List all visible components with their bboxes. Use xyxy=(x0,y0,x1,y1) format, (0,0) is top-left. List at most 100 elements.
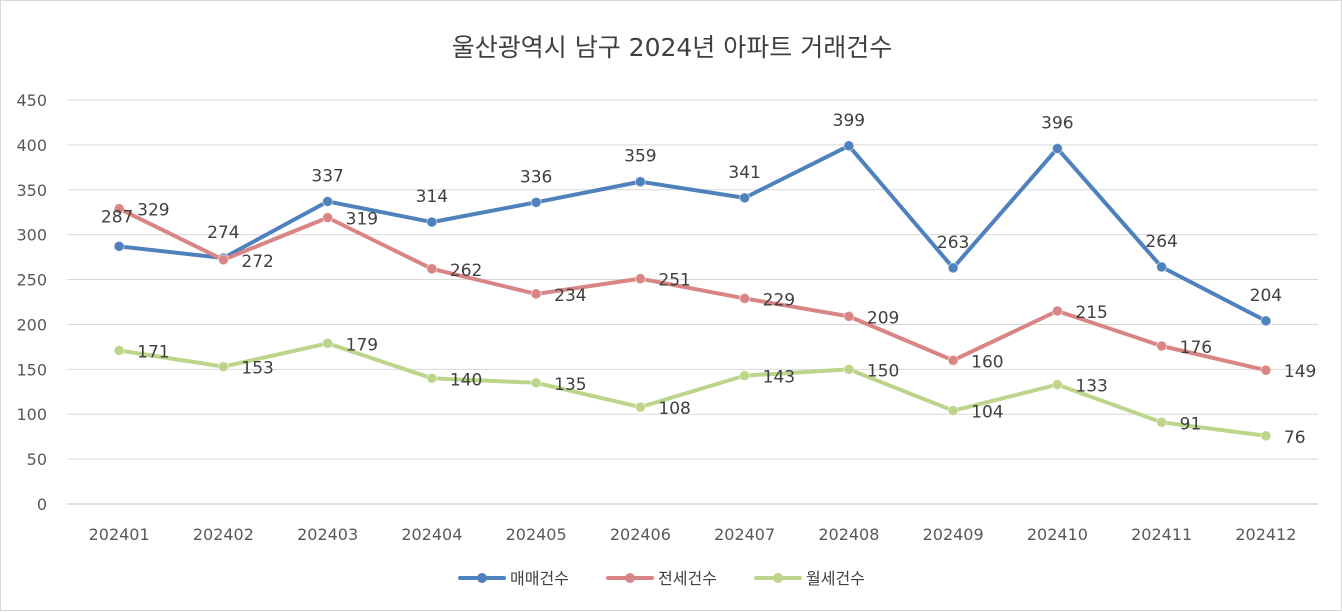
data-point xyxy=(634,176,646,188)
data-label: 215 xyxy=(1075,303,1107,323)
data-label: 91 xyxy=(1180,414,1202,434)
data-point xyxy=(843,363,855,375)
data-label: 329 xyxy=(137,201,169,221)
data-point xyxy=(634,401,646,413)
data-label: 359 xyxy=(624,147,656,167)
data-label: 314 xyxy=(416,187,448,207)
data-point xyxy=(530,377,542,389)
data-label: 251 xyxy=(658,271,690,291)
data-label: 143 xyxy=(763,368,795,388)
x-tick-label: 202412 xyxy=(1235,525,1296,544)
data-label: 204 xyxy=(1250,286,1282,306)
data-label: 262 xyxy=(450,261,482,281)
y-tick-label: 100 xyxy=(16,405,47,424)
data-point xyxy=(1156,340,1168,352)
legend-marker xyxy=(773,573,783,583)
y-tick-label: 0 xyxy=(37,495,47,514)
data-point xyxy=(947,354,959,366)
data-label: 399 xyxy=(833,111,865,131)
data-point xyxy=(739,192,751,204)
data-label: 140 xyxy=(450,370,482,390)
data-label: 133 xyxy=(1075,377,1107,397)
data-point xyxy=(217,254,229,266)
data-label: 160 xyxy=(971,352,1003,372)
data-point xyxy=(739,370,751,382)
data-label: 149 xyxy=(1284,362,1316,382)
y-tick-label: 450 xyxy=(16,91,47,110)
y-tick-label: 300 xyxy=(16,226,47,245)
y-tick-label: 200 xyxy=(16,315,47,334)
data-point xyxy=(1156,261,1168,273)
data-point xyxy=(1051,305,1063,317)
data-point xyxy=(426,263,438,275)
series-line xyxy=(117,143,1268,323)
data-label: 341 xyxy=(728,163,760,183)
data-label: 272 xyxy=(241,252,273,272)
x-tick-label: 202406 xyxy=(610,525,671,544)
data-point xyxy=(1051,142,1063,154)
x-tick-label: 202408 xyxy=(818,525,879,544)
x-tick-label: 202401 xyxy=(89,525,150,544)
data-point xyxy=(1260,430,1272,442)
x-tick-label: 202404 xyxy=(401,525,462,544)
data-point xyxy=(113,203,125,215)
legend-marker xyxy=(625,573,635,583)
data-label: 337 xyxy=(311,166,343,186)
data-point xyxy=(1260,315,1272,327)
x-tick-label: 202405 xyxy=(506,525,567,544)
data-point xyxy=(113,240,125,252)
data-point xyxy=(843,140,855,152)
data-point xyxy=(634,273,646,285)
y-tick-label: 400 xyxy=(16,136,47,155)
x-tick-label: 202402 xyxy=(193,525,254,544)
data-label: 264 xyxy=(1145,232,1177,252)
data-point xyxy=(1260,364,1272,376)
legend-label: 전세건수 xyxy=(658,569,717,588)
data-label: 135 xyxy=(554,375,586,395)
data-point xyxy=(322,212,334,224)
data-label: 108 xyxy=(658,399,690,419)
data-label: 336 xyxy=(520,167,552,187)
data-label: 234 xyxy=(554,286,586,306)
series-line xyxy=(117,341,1268,438)
data-point xyxy=(530,288,542,300)
data-label: 229 xyxy=(763,290,795,310)
data-label: 176 xyxy=(1180,338,1212,358)
data-point xyxy=(843,310,855,322)
data-point xyxy=(1156,416,1168,428)
data-label: 104 xyxy=(971,403,1003,423)
data-label: 76 xyxy=(1284,428,1306,448)
data-point xyxy=(947,405,959,417)
data-point xyxy=(322,337,334,349)
chart-title: 울산광역시 남구 2024년 아파트 거래건수 xyxy=(452,33,892,62)
legend-label: 매매건수 xyxy=(510,569,569,588)
data-point xyxy=(947,262,959,274)
data-label: 153 xyxy=(241,359,273,379)
data-point xyxy=(426,216,438,228)
data-point xyxy=(426,372,438,384)
data-label: 171 xyxy=(137,342,169,362)
data-point xyxy=(217,361,229,373)
data-label: 274 xyxy=(207,223,239,243)
x-tick-label: 202410 xyxy=(1027,525,1088,544)
y-tick-label: 350 xyxy=(16,181,47,200)
x-tick-label: 202407 xyxy=(714,525,775,544)
data-label: 209 xyxy=(867,308,899,328)
data-label: 263 xyxy=(937,233,969,253)
x-tick-label: 202409 xyxy=(923,525,984,544)
y-tick-label: 50 xyxy=(27,450,47,469)
legend-marker xyxy=(477,573,487,583)
x-tick-label: 202411 xyxy=(1131,525,1192,544)
data-point xyxy=(1051,379,1063,391)
x-tick-label: 202403 xyxy=(297,525,358,544)
series-line xyxy=(117,206,1268,373)
legend-label: 월세건수 xyxy=(806,569,865,588)
data-label: 287 xyxy=(101,207,133,227)
y-tick-label: 250 xyxy=(16,271,47,290)
data-label: 179 xyxy=(346,335,378,355)
data-point xyxy=(322,195,334,207)
y-tick-label: 150 xyxy=(16,360,47,379)
data-label: 150 xyxy=(867,361,899,381)
